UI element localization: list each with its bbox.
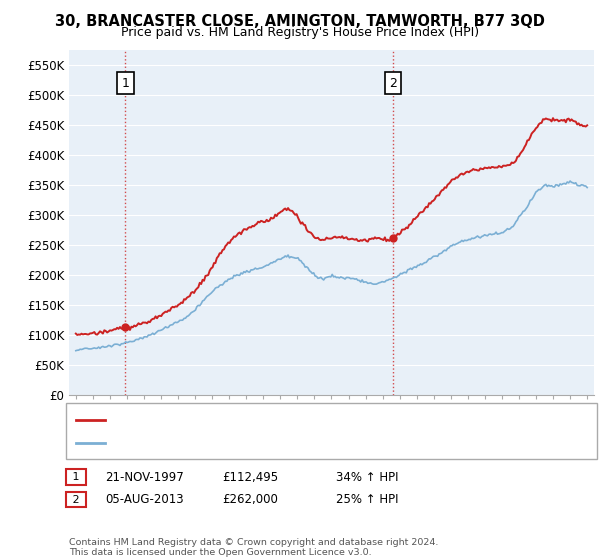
Text: £262,000: £262,000 xyxy=(222,493,278,506)
Text: 2: 2 xyxy=(389,77,397,90)
Text: 21-NOV-1997: 21-NOV-1997 xyxy=(105,470,184,484)
Text: 05-AUG-2013: 05-AUG-2013 xyxy=(105,493,184,506)
Text: 30, BRANCASTER CLOSE, AMINGTON, TAMWORTH, B77 3QD: 30, BRANCASTER CLOSE, AMINGTON, TAMWORTH… xyxy=(55,14,545,29)
Text: 34% ↑ HPI: 34% ↑ HPI xyxy=(336,470,398,484)
Text: 2: 2 xyxy=(69,494,83,505)
Text: 30, BRANCASTER CLOSE, AMINGTON, TAMWORTH, B77 3QD (detached house): 30, BRANCASTER CLOSE, AMINGTON, TAMWORTH… xyxy=(110,414,536,424)
Text: £112,495: £112,495 xyxy=(222,470,278,484)
Text: 1: 1 xyxy=(121,77,129,90)
Text: HPI: Average price, detached house, Tamworth: HPI: Average price, detached house, Tamw… xyxy=(110,438,365,448)
Text: 25% ↑ HPI: 25% ↑ HPI xyxy=(336,493,398,506)
Text: 1: 1 xyxy=(69,472,83,482)
Text: Price paid vs. HM Land Registry's House Price Index (HPI): Price paid vs. HM Land Registry's House … xyxy=(121,26,479,39)
Text: Contains HM Land Registry data © Crown copyright and database right 2024.
This d: Contains HM Land Registry data © Crown c… xyxy=(69,538,439,557)
